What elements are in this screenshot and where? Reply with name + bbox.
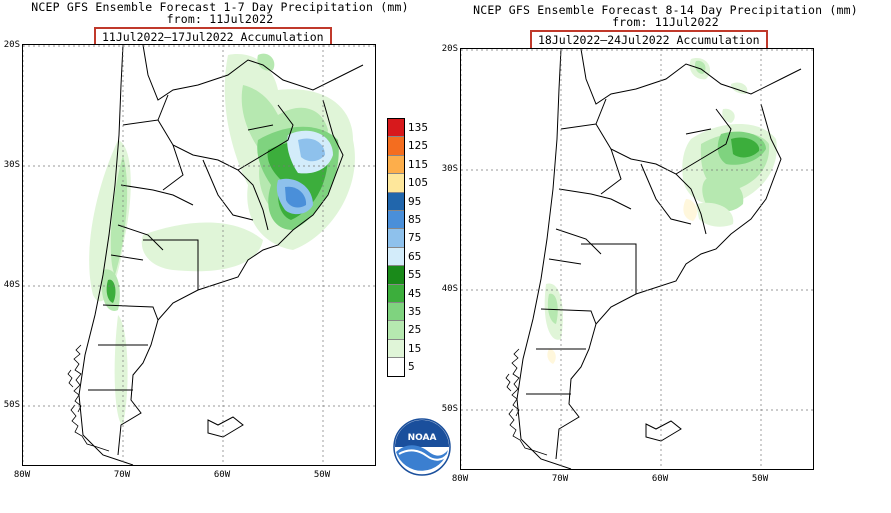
right-lat-label-30s: 30S: [441, 164, 458, 174]
colorbar-swatch: [388, 155, 404, 175]
left-chile-islands: [67, 344, 110, 452]
left-lat-label-50s: 50S: [3, 400, 20, 410]
colorbar-swatch: [388, 192, 404, 211]
colorbar-swatch: [388, 119, 404, 138]
right-chile-islands: [505, 348, 548, 456]
colorbar-label: 85: [408, 214, 422, 226]
left-lat-label-20s: 20S: [3, 40, 20, 50]
colorbar-swatch: [388, 247, 404, 267]
colorbar-swatch: [388, 321, 404, 340]
left-map-svg: [23, 45, 375, 465]
colorbar-label: 55: [408, 269, 422, 282]
left-lon-label-80w: 80W: [13, 470, 31, 480]
left-coastline: [78, 45, 364, 465]
right-panel-title: NCEP GFS Ensemble Forecast 8-14 Day Prec…: [473, 3, 858, 17]
left-lat-label-30s: 30S: [3, 160, 20, 170]
colorbar-label: 65: [408, 250, 422, 263]
colorbar-label: 75: [408, 232, 422, 245]
colorbar-label: 115: [408, 158, 429, 171]
right-lat-label-40s: 40S: [441, 284, 458, 294]
colorbar-swatch: [388, 210, 404, 230]
right-precipitation-map: [460, 48, 814, 470]
left-precip-overlay: [89, 53, 355, 425]
right-precip-overlay: [544, 58, 777, 364]
colorbar-swatch: [388, 284, 404, 303]
colorbar-label: 25: [408, 324, 422, 337]
colorbar-label: 45: [408, 287, 422, 300]
colorbar-label: 95: [408, 195, 422, 208]
right-lon-label-80w: 80W: [451, 474, 469, 484]
right-lat-label-50s: 50S: [441, 404, 458, 414]
right-accumulation-period: 18Jul2022–24Jul2022 Accumulation: [530, 30, 768, 50]
colorbar-swatch: [388, 266, 404, 285]
right-lon-label-60w: 60W: [651, 474, 669, 484]
colorbar-swatch: [388, 302, 404, 322]
right-lon-label-50w: 50W: [751, 474, 769, 484]
left-lat-label-40s: 40S: [3, 280, 20, 290]
left-lon-label-60w: 60W: [213, 470, 231, 480]
colorbar-label: 135: [408, 122, 429, 134]
precipitation-colorbar: [387, 118, 405, 378]
left-graticule: [23, 45, 375, 465]
left-panel-from-date: from: 11Jul2022: [166, 12, 274, 26]
left-precipitation-map: [22, 44, 376, 466]
colorbar-label: 15: [408, 342, 422, 355]
right-lat-label-20s: 20S: [441, 44, 458, 54]
right-coastline: [516, 49, 802, 469]
colorbar-swatch: [388, 358, 404, 377]
right-lon-label-70w: 70W: [551, 474, 569, 484]
colorbar-label: 5: [408, 361, 415, 374]
right-map-svg: [461, 49, 813, 469]
colorbar-swatch: [388, 339, 404, 359]
right-panel-from-date: from: 11Jul2022: [612, 15, 719, 29]
right-graticule: [461, 49, 813, 469]
colorbar-swatch: [388, 137, 404, 156]
colorbar-label: 35: [408, 306, 422, 318]
noaa-logo-icon: NOAA: [393, 418, 451, 476]
colorbar-label: 125: [408, 140, 429, 153]
left-lon-label-70w: 70W: [113, 470, 131, 480]
colorbar-label: 105: [408, 177, 429, 190]
noaa-logo-text: NOAA: [408, 433, 437, 443]
colorbar-swatch: [388, 229, 404, 248]
left-panel-title: NCEP GFS Ensemble Forecast 1-7 Day Preci…: [31, 0, 409, 14]
left-lon-label-50w: 50W: [313, 470, 331, 480]
colorbar-swatch: [388, 174, 404, 193]
